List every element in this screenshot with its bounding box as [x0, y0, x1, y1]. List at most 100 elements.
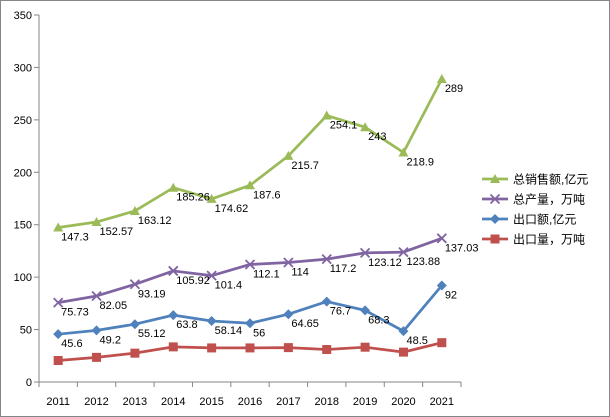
export-value-series-data-label: 49.2 — [100, 334, 121, 346]
legend-item-sales-series: 总销售额,亿元 — [482, 172, 588, 187]
y-tick-label: 50 — [20, 325, 32, 337]
x-tick-label: 2019 — [353, 396, 377, 408]
sales-series-data-label: 289 — [445, 83, 463, 95]
legend-swatch-marker — [490, 234, 500, 244]
export-value-series-data-label: 64.65 — [291, 318, 319, 330]
sales-series-point — [321, 110, 332, 120]
export-value-series-point — [206, 316, 217, 327]
export-value-series-data-label: 45.6 — [61, 338, 82, 350]
sales-series-data-label: 152.57 — [100, 226, 134, 238]
export-volume-series-point — [130, 348, 140, 358]
output-series-point — [53, 297, 64, 308]
export-value-series-data-label: 56 — [253, 327, 265, 339]
export-volume-series-point — [322, 344, 332, 354]
export-volume-series-point — [92, 352, 102, 362]
export-value-series-point — [360, 305, 371, 316]
output-series-data-label: 117.2 — [330, 263, 357, 275]
output-series-data-label: 137.03 — [445, 242, 479, 254]
sales-series-line — [57, 78, 444, 229]
sales-series-data-label: 215.7 — [291, 160, 319, 172]
export-value-series-data-label: 63.8 — [176, 319, 197, 331]
output-series-point-stroke — [321, 253, 332, 265]
x-tick-label: 2015 — [199, 396, 223, 408]
legend-label: 出口额,亿元 — [513, 212, 576, 227]
export-value-series-point — [53, 329, 64, 340]
sales-series-point — [168, 182, 179, 192]
x-tick-label: 2016 — [238, 396, 262, 408]
output-series-point-stroke — [53, 297, 64, 308]
output-series-point-stroke — [206, 270, 217, 281]
output-series-point-stroke — [398, 246, 409, 258]
sales-series-data-label: 174.62 — [215, 203, 249, 215]
sales-series — [53, 73, 447, 232]
export-value-series-point — [398, 326, 409, 337]
legend-label: 总销售额,亿元 — [513, 172, 588, 187]
x-tick-label: 2018 — [314, 396, 338, 408]
sales-series-point — [398, 147, 409, 157]
legend-label: 总产量，万吨 — [513, 193, 585, 207]
export-value-series-point — [168, 310, 179, 321]
export-value-series-data-label: 68.3 — [368, 314, 389, 326]
sales-series-data-label: 185.26 — [176, 192, 210, 204]
output-series-point-stroke — [244, 259, 256, 270]
y-tick-label: 300 — [14, 62, 32, 74]
sales-series-data-label: 254.1 — [330, 120, 358, 132]
export-volume-series-point — [168, 342, 178, 352]
export-value-series — [53, 280, 447, 340]
export-volume-series-point — [360, 342, 370, 352]
output-series-line — [57, 237, 443, 304]
legend-swatch-marker-stroke — [489, 193, 501, 205]
export-value-series-data-label: 76.7 — [330, 306, 351, 318]
sales-series-point — [129, 205, 140, 215]
y-tick-label: 350 — [14, 10, 32, 22]
export-value-series-point — [245, 318, 255, 329]
output-series-point-stroke — [359, 247, 371, 259]
y-tick-label: 150 — [14, 220, 32, 232]
output-series-data-label: 123.88 — [406, 256, 440, 268]
x-tick-label: 2021 — [430, 396, 454, 408]
sales-series-point — [283, 150, 294, 160]
sales-series-point — [436, 73, 447, 83]
export-volume-series-point — [245, 343, 255, 353]
legend-item-output-series: 总产量，万吨 — [482, 193, 585, 207]
output-series-point — [168, 265, 179, 277]
output-series-point-stroke — [168, 265, 179, 277]
legend-swatch-marker — [489, 193, 501, 205]
export-volume-series-point — [283, 343, 293, 353]
output-series-point — [398, 246, 409, 258]
sales-series-point — [91, 217, 102, 227]
export-volume-series-point — [437, 338, 447, 348]
output-series-point-stroke — [129, 279, 141, 290]
export-value-series-data-label: 48.5 — [406, 335, 427, 347]
y-tick-label: 100 — [14, 272, 32, 284]
sales-series-data-label: 187.6 — [253, 189, 281, 201]
legend-swatch-marker — [490, 214, 500, 224]
output-series-point-stroke — [91, 290, 102, 302]
sales-series-data-label: 147.3 — [61, 232, 89, 244]
output-series — [53, 233, 447, 308]
export-volume-series-point — [398, 347, 408, 357]
export-volume-series — [53, 338, 447, 366]
x-tick-label: 2012 — [84, 396, 108, 408]
output-series-point — [244, 259, 256, 270]
output-series-point — [91, 290, 102, 302]
output-series-data-label: 114 — [291, 266, 309, 278]
x-tick-label: 2020 — [391, 396, 415, 408]
output-series-point — [359, 247, 371, 259]
y-tick-label: 200 — [14, 167, 32, 179]
output-series-data-label: 101.4 — [215, 280, 243, 292]
output-series-point-stroke — [436, 233, 447, 244]
output-series-point — [206, 270, 217, 281]
legend-label: 出口量，万吨 — [513, 233, 585, 247]
export-value-series-point — [436, 280, 447, 291]
export-value-series-point — [91, 325, 102, 336]
sales-series-data-label: 243 — [368, 131, 386, 143]
sales-series-point — [206, 193, 217, 203]
output-series-data-label: 123.12 — [368, 257, 402, 269]
output-series-data-label: 93.19 — [138, 288, 166, 300]
axes: 0 50 100 150 200 250 300 350 2011 2012 2013 2014 201… — [14, 10, 462, 408]
output-series-data-label: 105.92 — [176, 275, 210, 287]
